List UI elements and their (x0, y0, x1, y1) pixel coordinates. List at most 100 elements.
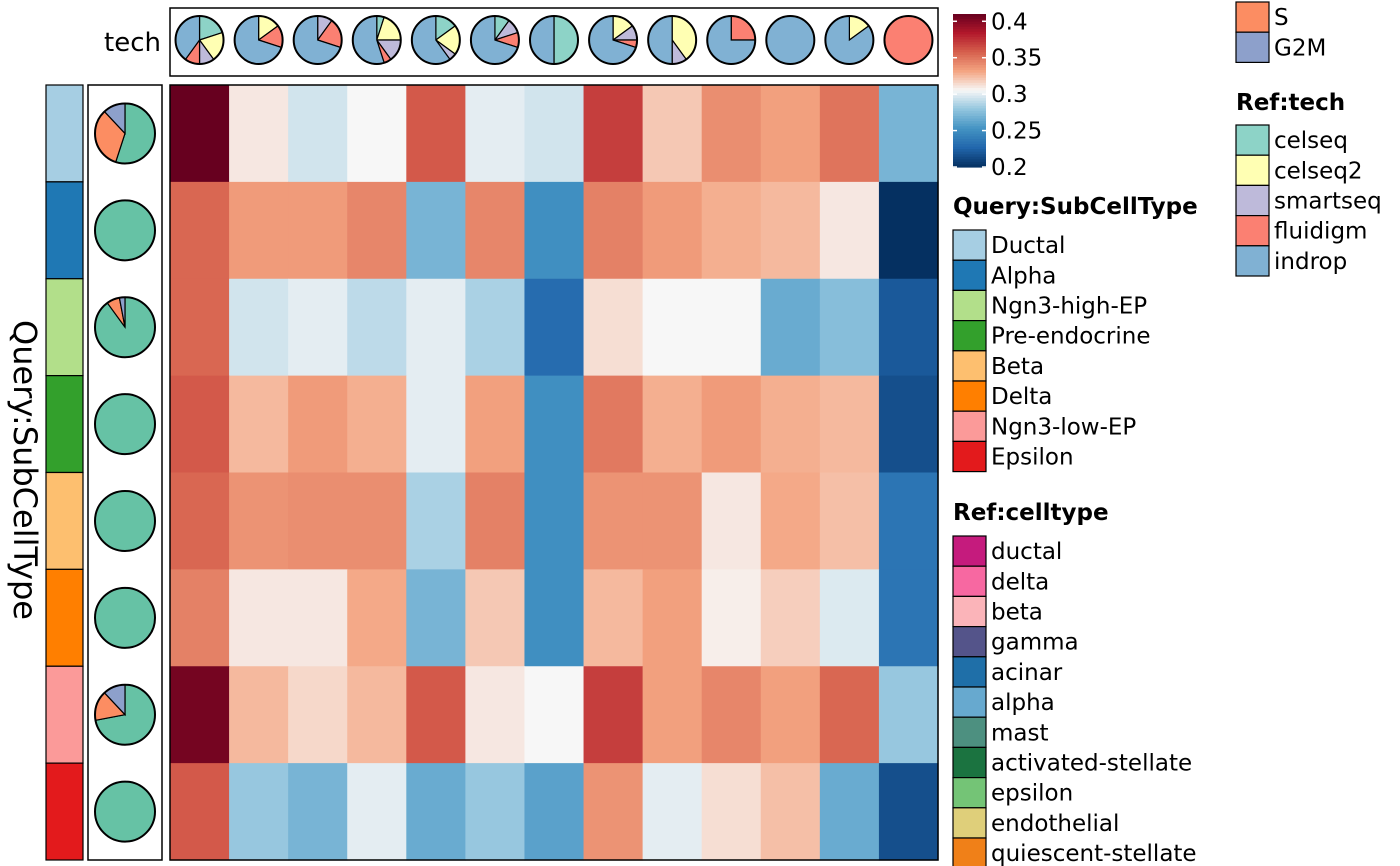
heatmap-cell (406, 666, 466, 764)
legend-swatch (952, 259, 987, 292)
legend-label: Alpha (991, 263, 1056, 289)
heatmap-cell (642, 763, 703, 861)
color-scale-step (953, 151, 986, 155)
legend-label: ductal (991, 539, 1062, 565)
legend-swatch (952, 746, 987, 779)
legend-label: beta (991, 600, 1043, 626)
heatmap-cell (347, 472, 407, 570)
heatmap-cell (878, 569, 939, 667)
color-scale-step (953, 34, 986, 38)
color-scale-step (953, 31, 986, 35)
heatmap-cell (465, 472, 526, 570)
heatmap-cell (465, 85, 526, 183)
column-annotation-frame (169, 7, 939, 77)
color-scale-step (953, 24, 986, 28)
color-scale-step (953, 141, 986, 145)
color-scale-step (953, 123, 986, 127)
row-pie (94, 102, 156, 165)
column-pie-outline (292, 15, 343, 65)
color-scale-step (953, 29, 986, 33)
heatmap-cell (524, 569, 585, 667)
color-scale-step (953, 72, 986, 76)
legend-label: alpha (991, 690, 1055, 716)
legend-label: epsilon (991, 781, 1073, 807)
heatmap-cell (760, 666, 821, 764)
heatmap-cell (347, 278, 407, 377)
heatmap-cell (819, 278, 880, 377)
heatmap-cell (406, 278, 466, 377)
heatmap-cell (170, 472, 230, 570)
heatmap-cell (406, 375, 466, 474)
legend-label: smartseq (1274, 189, 1382, 215)
heatmap-cell (819, 666, 880, 764)
legend-label: indrop (1274, 249, 1347, 275)
color-scale-step (953, 16, 986, 20)
legend-label: gamma (991, 630, 1079, 656)
row-annotation: Query:SubCellType (6, 84, 163, 861)
heatmap-cell (583, 375, 644, 474)
row-color-bar (45, 84, 84, 861)
column-pie-slice (529, 15, 555, 65)
row-pie-outline (94, 296, 156, 359)
column-pie-slice (553, 15, 579, 65)
legend-swatch (952, 686, 987, 718)
heatmap-cell (406, 181, 466, 280)
legend-swatch (952, 229, 987, 261)
heatmap-cell (524, 278, 585, 377)
color-scale-tick-label: 0.35 (991, 46, 1042, 72)
legend-ref-celltype: Ref:celltype ductal delta beta gamma acinar al… (952, 500, 1197, 866)
heatmap-cell (878, 472, 939, 570)
column-pie-slice (766, 16, 815, 64)
color-scale-step (953, 36, 986, 41)
color-scale-step (953, 136, 986, 140)
column-pie-outline (174, 15, 225, 65)
color-scale-step (953, 95, 986, 99)
legend-label: celseq2 (1274, 158, 1363, 184)
legend-swatch (952, 595, 987, 628)
heatmap-cell (229, 181, 289, 280)
legend-ref-celltype-title: Ref:celltype (953, 500, 1109, 526)
row-annotation-label: Query:SubCellType (6, 320, 44, 620)
heatmap-cell (229, 472, 289, 570)
color-scale-step (953, 159, 986, 163)
color-scale-step (953, 52, 986, 56)
heatmap-cell (170, 85, 230, 183)
heatmap-cell (229, 278, 289, 377)
legend-label: G2M (1274, 35, 1326, 61)
color-scale-step (953, 161, 986, 166)
legend-label: Ductal (991, 233, 1065, 259)
row-pie-slice (95, 490, 155, 551)
color-scale-step (953, 44, 986, 48)
color-scale-step (953, 87, 986, 92)
heatmap-cell (465, 666, 526, 764)
legend-query-subcelltype-title: Query:SubCellType (953, 194, 1198, 220)
heatmap-cell (229, 569, 289, 667)
column-pie (765, 15, 816, 65)
column-pie-slice (647, 15, 673, 65)
heatmap-cell (583, 278, 644, 377)
legend-swatch (1235, 124, 1270, 156)
heatmap-cell (465, 181, 526, 280)
column-pie (824, 15, 875, 65)
legend-swatch (952, 625, 987, 658)
heatmap-cell (524, 472, 585, 570)
color-scale-step (953, 80, 986, 84)
legend-swatch (952, 656, 987, 688)
row-color-cell (45, 471, 84, 570)
heatmap-cell (642, 472, 703, 570)
color-scale-step (953, 164, 986, 168)
column-annotation-label: tech (104, 28, 161, 58)
color-scale-step (953, 70, 986, 74)
legend-label: acinar (991, 660, 1063, 686)
color-scale-step (953, 116, 986, 120)
legend-swatch (952, 440, 987, 473)
legend-swatch (952, 320, 987, 352)
color-scale-step (953, 21, 986, 25)
color-scale-step (953, 67, 986, 71)
heatmap-cell (642, 278, 703, 377)
column-pie-outline (233, 15, 284, 65)
heatmap-cell (465, 278, 526, 377)
category-legends: S G2M Ref:tech celseq celseq2 smartseq fluidig… (952, 1, 1382, 866)
row-pie (94, 393, 156, 456)
heatmap-cell (760, 375, 821, 474)
